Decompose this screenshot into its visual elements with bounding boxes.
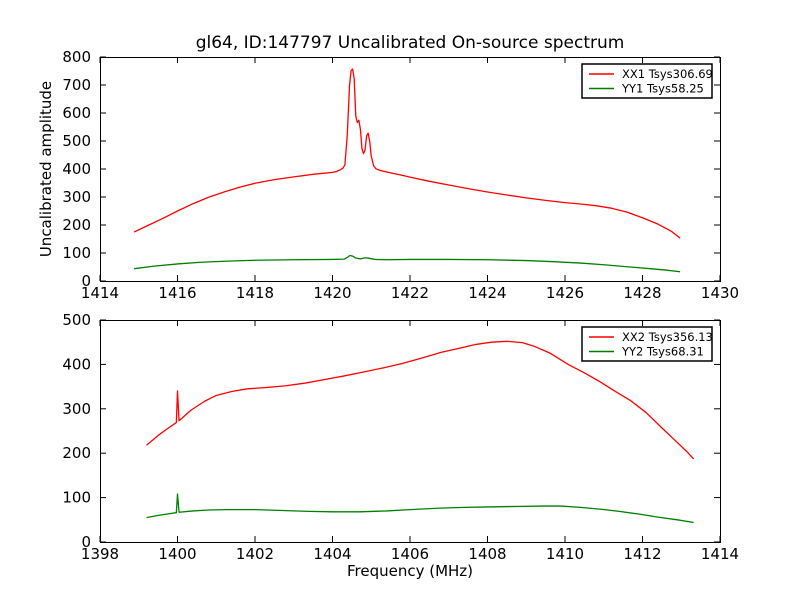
series-yy2-line	[146, 493, 694, 524]
y-tick-label: 400	[62, 355, 91, 373]
x-tick-label: 1428	[623, 284, 661, 302]
x-tick-label: 1420	[313, 284, 351, 302]
x-tick-label: 1404	[313, 545, 351, 563]
x-tick-label: 1424	[468, 284, 506, 302]
series-yy1-line	[134, 254, 681, 273]
x-axis-label: Frequency (MHz)	[346, 562, 474, 580]
legend-box	[581, 63, 713, 99]
x-tick-label: 1408	[468, 545, 506, 563]
x-tick-label: 1406	[391, 545, 429, 563]
legend-label: YY1 Tsys58.25	[621, 82, 704, 96]
x-tick-label: 1416	[158, 284, 196, 302]
legend-label: XX1 Tsys306.69	[622, 67, 713, 81]
bottom-spectrum: 1398 1400 1402 1404 1406 1408 1410 1412 1414 0 100…	[62, 311, 739, 563]
top-spectrum: 1414 1416 1418 1420 1422 1424 1426 1428 1430 0 100…	[62, 48, 739, 302]
series-xx1-line	[133, 68, 681, 239]
y-tick-label: 300	[62, 400, 91, 418]
y-tick-label: 100	[62, 244, 91, 262]
y-tick-label: 0	[81, 533, 91, 551]
x-tick-label: 1422	[391, 284, 429, 302]
y-tick-label: 200	[62, 444, 91, 462]
y-tick-label: 0	[81, 272, 91, 290]
y-tick-label: 300	[62, 188, 91, 206]
y-tick-label: 500	[62, 132, 91, 150]
legend-box	[581, 326, 713, 362]
x-tick-label: 1410	[546, 545, 584, 563]
x-tick-label: 1398	[81, 545, 119, 563]
y-tick-label: 100	[62, 489, 91, 507]
x-tick-label: 1430	[701, 284, 739, 302]
y-tick-label: 600	[62, 104, 91, 122]
x-tick-label: 1414	[81, 284, 119, 302]
y-tick-label: 200	[62, 216, 91, 234]
x-tick-label: 1414	[701, 545, 739, 563]
x-tick-label: 1402	[236, 545, 274, 563]
y-tick-label: 700	[62, 76, 91, 94]
y-tick-label: 800	[62, 48, 91, 66]
legend-label: YY2 Tsys68.31	[621, 345, 704, 359]
series-xx2-line	[146, 340, 695, 460]
x-tick-label: 1418	[236, 284, 274, 302]
x-tick-label: 1412	[623, 545, 661, 563]
x-tick-label: 1400	[158, 545, 196, 563]
y-tick-label: 400	[62, 160, 91, 178]
plot-title: gl64, ID:147797 Uncalibrated On-source s…	[195, 33, 625, 53]
y-tick-label: 500	[62, 311, 91, 329]
legend-label: XX2 Tsys356.13	[622, 330, 713, 344]
x-tick-label: 1426	[546, 284, 584, 302]
